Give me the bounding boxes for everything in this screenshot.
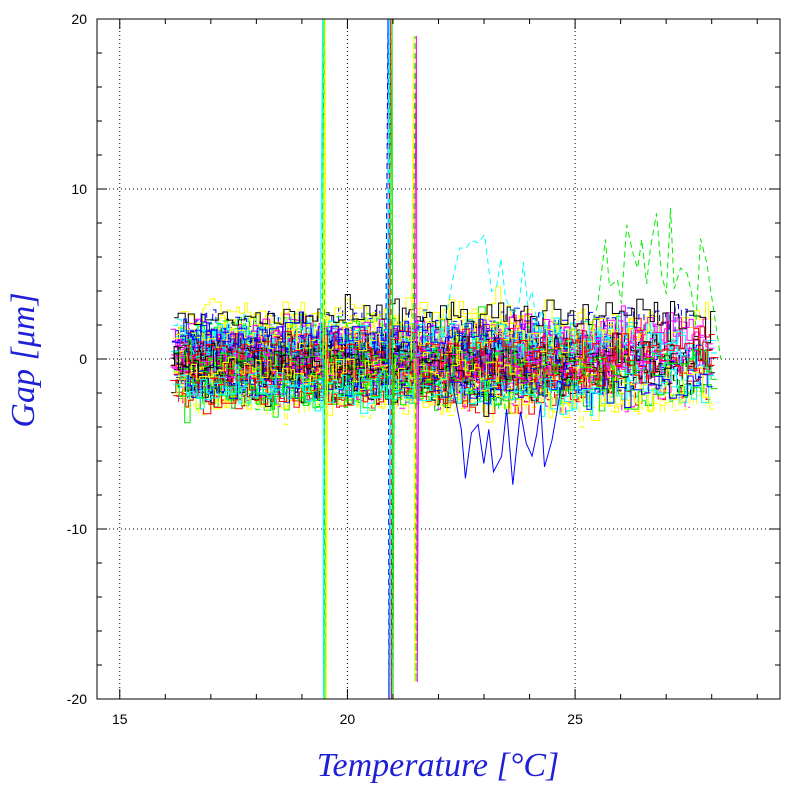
excursion-series-line: [322, 19, 329, 699]
data-series-line: [176, 366, 441, 401]
data-series-line: [181, 364, 713, 406]
data-series-line: [187, 337, 445, 376]
tick-layer: [97, 18, 780, 700]
y-tick-label: 10: [71, 181, 87, 197]
data-series-line: [183, 327, 718, 365]
y-tick-label: -20: [67, 691, 87, 707]
data-series-line: [180, 311, 494, 351]
data-series-line: [181, 286, 531, 329]
y-tick-label: 0: [79, 351, 87, 367]
y-axis-title: Gap [μm]: [5, 292, 42, 427]
data-series-line: [178, 313, 420, 346]
x-tick-label: 20: [340, 711, 356, 727]
excursion-series-line: [583, 207, 722, 360]
series-layer: [170, 19, 722, 699]
data-series-line: [171, 345, 470, 383]
excursion-series-line: [389, 19, 395, 699]
data-series-line: [185, 377, 605, 417]
data-series-line: [174, 350, 514, 390]
x-axis-title: Temperature [°C]: [317, 747, 560, 784]
data-series-line: [173, 364, 416, 400]
x-tick-label: 15: [112, 711, 128, 727]
data-series-line: [174, 294, 716, 344]
excursion-series-line: [447, 358, 567, 485]
data-series-line: [178, 323, 707, 372]
y-tick-label: 20: [71, 11, 87, 27]
tick-label-layer: 15 20 25 -20 -10 0 10 20: [67, 11, 583, 727]
x-tick-label: 25: [567, 711, 583, 727]
data-series-line: [174, 318, 634, 366]
data-series-line: [175, 379, 481, 414]
data-series-line: [171, 324, 385, 367]
y-tick-label: -10: [67, 521, 87, 537]
excursion-series-line: [413, 35, 420, 683]
